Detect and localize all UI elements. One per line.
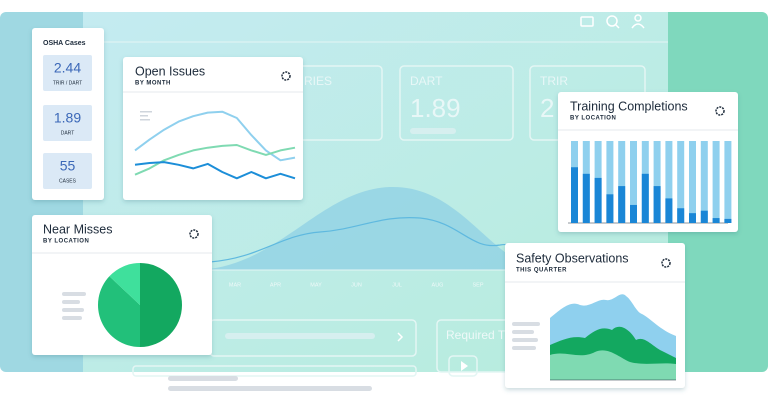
safety-chart <box>550 294 676 381</box>
month-label: JUN <box>351 282 362 288</box>
month-label: MAR <box>229 282 241 288</box>
bar <box>712 218 720 223</box>
settings-icon[interactable] <box>715 106 725 116</box>
card-title: OSHA Cases <box>43 40 86 47</box>
card-subtitle: BY LOCATION <box>43 239 89 245</box>
chevron <box>397 332 404 342</box>
month-label: APR <box>270 282 281 288</box>
bar-full <box>724 141 732 223</box>
bar-full <box>653 141 661 223</box>
stat-label: DART <box>61 130 75 136</box>
kpi-label: DART <box>410 74 443 88</box>
stat-label: TRIR / DART <box>53 80 82 86</box>
legend-marks <box>62 292 86 320</box>
kpi-value: 1.89 <box>410 93 461 123</box>
stat-value: 1.89 <box>54 110 81 126</box>
card-subtitle: THIS QUARTER <box>516 268 567 274</box>
bar <box>665 198 673 223</box>
bar <box>571 167 578 223</box>
legend-marks <box>512 322 540 350</box>
line <box>134 161 296 180</box>
bar <box>641 173 649 223</box>
bg-box <box>132 365 417 377</box>
placeholder <box>168 376 238 381</box>
settings-icon[interactable] <box>281 71 291 81</box>
bar-full <box>689 141 696 223</box>
bar-full <box>712 141 720 223</box>
card-title: Near Misses <box>43 222 112 236</box>
settings-icon[interactable] <box>661 258 671 268</box>
pie-slice <box>98 276 140 347</box>
placeholder <box>168 386 372 391</box>
bar-full <box>665 141 673 223</box>
video-box <box>448 355 478 377</box>
required-label: Required T <box>446 328 506 342</box>
stat-value: 55 <box>60 158 76 174</box>
month-label: JUL <box>392 282 402 288</box>
stat-box <box>43 153 92 189</box>
play-icon <box>461 361 468 371</box>
card-title: Training Completions <box>570 99 688 113</box>
placeholder <box>410 128 456 134</box>
settings-icon[interactable] <box>189 229 199 239</box>
kpi-value: 2 <box>540 93 554 123</box>
kpi-label: RIES <box>304 74 332 88</box>
bar-full <box>700 141 708 223</box>
stat-label: CASES <box>59 178 77 184</box>
pie-slice <box>109 263 140 305</box>
line <box>134 110 296 162</box>
bar <box>606 194 614 223</box>
bar <box>689 213 696 223</box>
stat-box <box>43 55 92 91</box>
month-label: SEP <box>472 282 483 288</box>
bar-full <box>618 141 626 223</box>
bar <box>700 210 708 223</box>
stat-box <box>43 105 92 141</box>
month-label: AUG <box>432 282 444 288</box>
card-title: Safety Observations <box>516 251 629 265</box>
kpi-label: TRIR <box>540 74 568 88</box>
bar <box>653 186 661 223</box>
stat-value: 2.44 <box>54 60 81 76</box>
bar-full <box>677 141 685 223</box>
top-icons <box>580 14 645 29</box>
open-issues-card <box>123 57 303 200</box>
bar <box>630 204 637 223</box>
bar <box>582 173 590 223</box>
bar <box>677 208 685 223</box>
pie-slice <box>140 263 182 347</box>
card-subtitle: BY LOCATION <box>570 116 616 122</box>
bar <box>724 218 732 223</box>
bar <box>618 186 626 223</box>
bg-line <box>209 216 526 263</box>
month-label: MAY <box>310 282 322 288</box>
placeholder <box>225 333 375 339</box>
card-title: Open Issues <box>135 64 205 78</box>
card-subtitle: BY MONTH <box>135 81 171 87</box>
bar-full <box>630 141 637 223</box>
legend-marks <box>140 111 152 121</box>
bg-area <box>200 186 520 270</box>
bar <box>594 177 602 223</box>
bar-full <box>606 141 614 223</box>
